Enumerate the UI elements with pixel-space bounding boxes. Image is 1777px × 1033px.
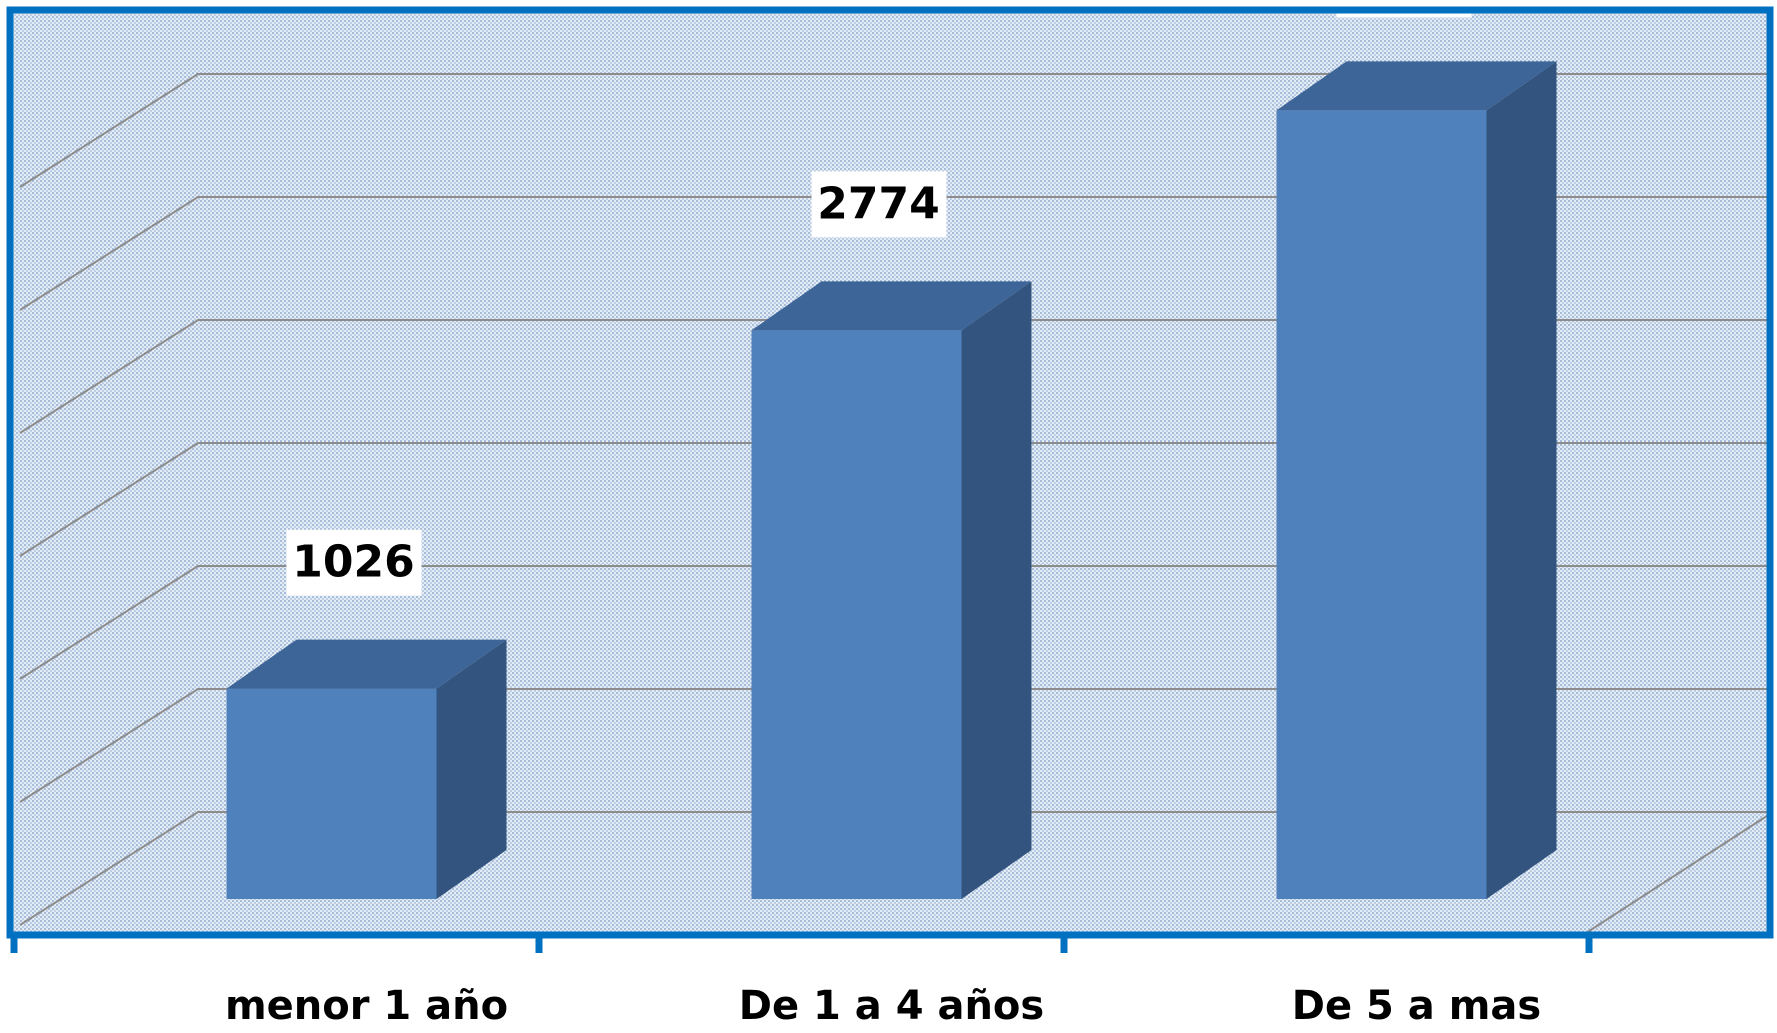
bar-side	[961, 281, 1032, 900]
floor-edge	[1582, 811, 1774, 936]
bar-top	[1276, 61, 1557, 111]
x-tick-label: menor 1 año	[225, 983, 508, 1029]
frame	[6, 6, 1774, 939]
x-tick-label: De 1 a 4 años	[739, 983, 1044, 1029]
bar-front	[226, 688, 437, 899]
bar-top	[226, 639, 507, 689]
grid-line	[19, 73, 1773, 188]
grid-line	[19, 688, 1773, 803]
bar-top	[751, 281, 1032, 331]
value-label-box	[286, 529, 422, 596]
value-label: 1026	[292, 537, 414, 588]
bar-side	[1486, 61, 1557, 900]
x-tick-label: De 5 a mas	[1292, 983, 1541, 1029]
bar-front	[751, 330, 962, 900]
grid-line	[19, 319, 1773, 434]
grid-line	[19, 442, 1773, 557]
value-label: 2774	[817, 178, 939, 229]
bar-front	[1276, 110, 1487, 900]
grid-line	[19, 811, 1773, 926]
bar-side	[436, 639, 507, 899]
grid-line	[19, 196, 1773, 311]
grid-line	[19, 565, 1773, 680]
value-label-box	[811, 171, 947, 238]
value-label: 3847	[1342, 0, 1464, 9]
